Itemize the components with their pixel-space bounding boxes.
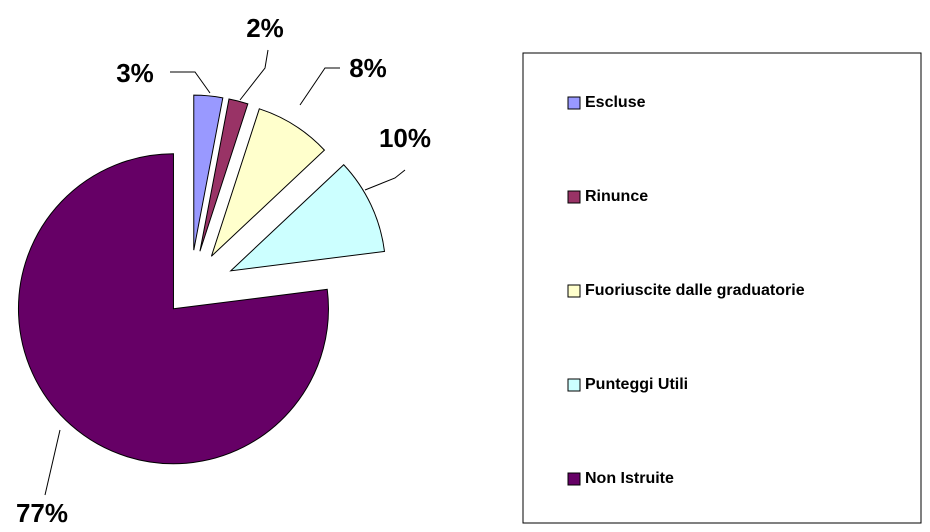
leader-line (364, 169, 406, 191)
legend-swatch (567, 284, 581, 298)
legend-label: Rinunce (585, 188, 648, 205)
data-label: 2% (246, 13, 284, 43)
legend-swatch (567, 472, 581, 486)
legend-swatch (567, 378, 581, 392)
leader-line (239, 49, 269, 101)
legend-box (522, 52, 922, 524)
legend-label: Escluse (585, 94, 646, 111)
leader-line (299, 67, 340, 106)
legend-swatch (567, 96, 581, 110)
legend-label: Non Istruite (585, 470, 674, 487)
leader-line (170, 71, 211, 94)
pie-slice (193, 94, 224, 251)
data-label: 10% (379, 123, 431, 153)
pie-slice (210, 108, 326, 257)
pie-slice (17, 153, 329, 465)
pie-slice (229, 164, 386, 272)
data-label: 3% (116, 58, 154, 88)
data-label: 8% (349, 53, 387, 83)
legend-label: Fuoriuscite dalle graduatorie (585, 282, 805, 299)
legend-swatch (567, 190, 581, 204)
pie-slice (199, 98, 249, 252)
leader-line (44, 429, 61, 496)
data-label: 77% (16, 498, 68, 528)
legend-label: Punteggi Utili (585, 376, 688, 393)
